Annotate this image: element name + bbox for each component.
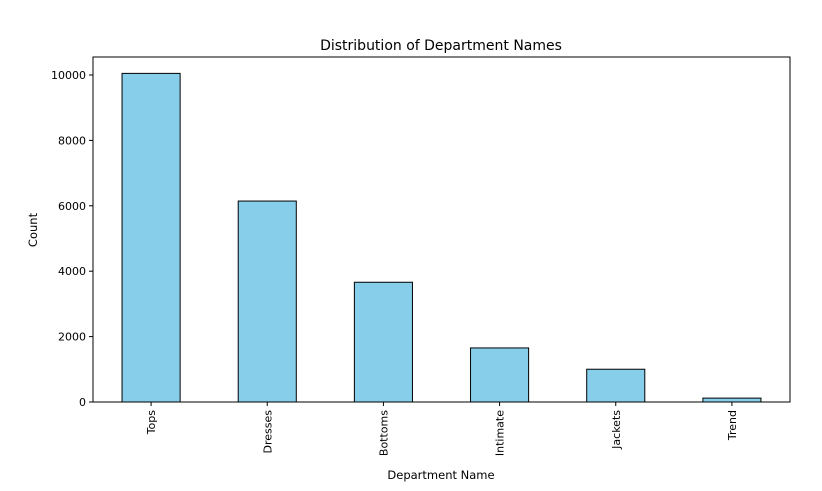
bar-dresses [237, 200, 297, 403]
y-tick-label: 8000 [58, 134, 86, 147]
bars-group [121, 72, 762, 403]
x-tick-label: Dresses [261, 410, 274, 454]
chart-title: Distribution of Department Names [320, 38, 562, 54]
y-axis: 0 2000 4000 6000 8000 10000 [51, 69, 93, 409]
y-tick-label: 6000 [58, 200, 86, 213]
x-tick-label: Tops [145, 410, 158, 436]
y-tick-label: 0 [79, 396, 86, 409]
y-axis-label: Count [26, 212, 40, 247]
y-tick-label: 10000 [51, 69, 86, 82]
x-axis: Tops Dresses Bottoms Intimate Jackets Trend [145, 402, 739, 456]
bar-intimate [470, 347, 530, 403]
x-tick-label: Trend [726, 410, 739, 441]
bar-bottoms [353, 281, 413, 403]
y-tick-label: 2000 [58, 331, 86, 344]
x-tick-label: Intimate [494, 410, 507, 456]
bar-trend [702, 397, 762, 403]
y-tick-label: 4000 [58, 265, 86, 278]
bar-jackets [586, 368, 646, 403]
x-tick-label: Bottoms [377, 410, 390, 456]
x-tick-label: Jackets [610, 410, 623, 450]
bar-tops [121, 72, 181, 403]
plot-frame [92, 56, 791, 403]
x-axis-label: Department Name [387, 468, 494, 482]
